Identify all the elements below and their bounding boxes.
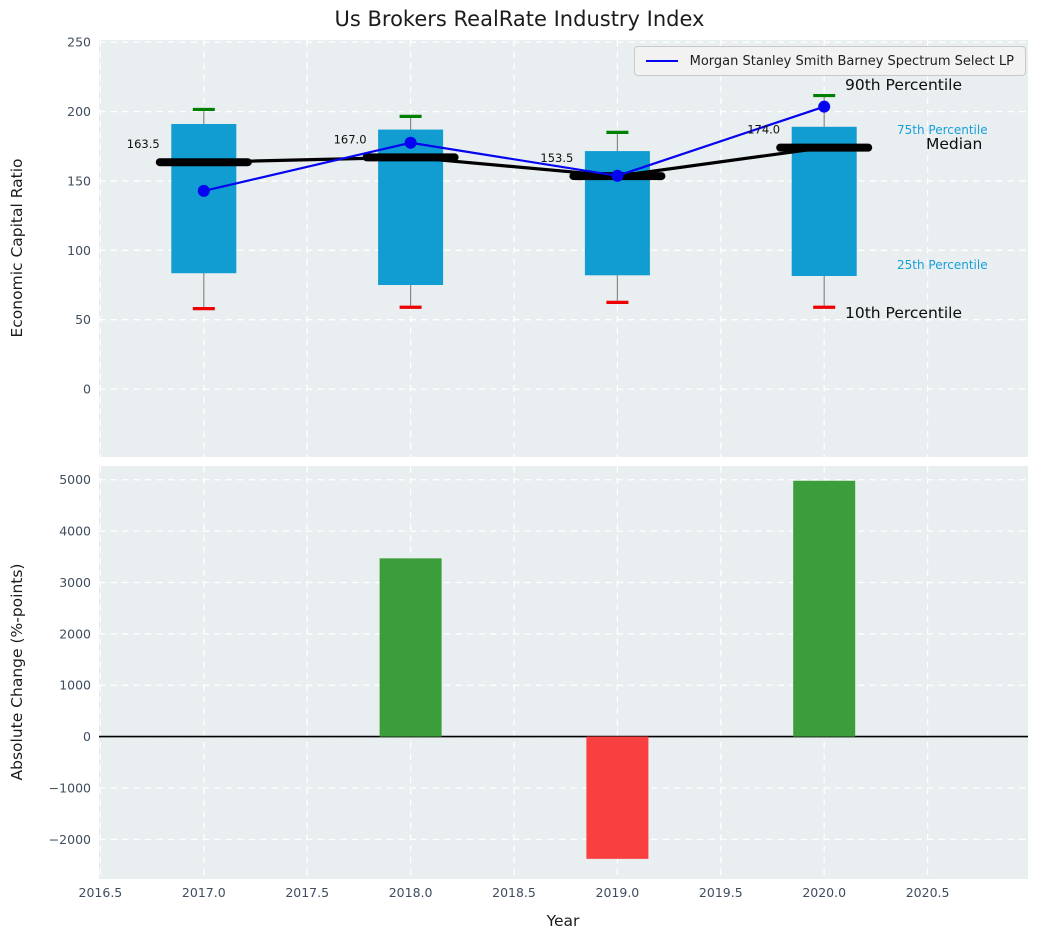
bottom-axes-background (99, 466, 1028, 879)
series-point-2017 (197, 184, 210, 197)
series-point-2020 (818, 100, 831, 113)
bottom-ytick-label: −2000 (49, 832, 91, 847)
xtick-label: 2019.0 (596, 885, 640, 900)
bottom-ytick-label: 4000 (59, 524, 91, 539)
annotation-75th-percentile: 75th Percentile (897, 123, 988, 137)
xtick-label: 2020.0 (802, 885, 846, 900)
series-line (203, 105, 825, 192)
xtick-label: 2018.0 (389, 885, 433, 900)
median-value-label-2017: 163.5 (127, 137, 160, 151)
bottom-ytick-label: 0 (83, 729, 91, 744)
bottom-ytick-label: 5000 (59, 472, 91, 487)
iqr-box-2018 (378, 129, 444, 286)
legend: Morgan Stanley Smith Barney Spectrum Sel… (633, 46, 1026, 76)
bottom-ytick-label: 3000 (59, 575, 91, 590)
top-ytick-label: 50 (75, 312, 91, 327)
xtick-label: 2018.5 (492, 885, 536, 900)
top-ytick-label: 150 (67, 173, 91, 188)
chart-title: Us Brokers RealRate Industry Index (334, 7, 705, 31)
bottom-y-axis-label: Absolute Change (%-points) (8, 563, 26, 781)
xtick-label: 2020.5 (906, 885, 950, 900)
median-value-label-2019: 153.5 (540, 151, 573, 165)
legend-label: Morgan Stanley Smith Barney Spectrum Sel… (689, 53, 1014, 69)
median-line (203, 146, 825, 178)
series-point-2019 (611, 169, 624, 182)
annotation-10th-percentile: 10th Percentile (845, 304, 963, 322)
xtick-label: 2017.5 (285, 885, 329, 900)
median-value-label-2018: 167.0 (334, 132, 367, 146)
annotation-25th-percentile: 25th Percentile (897, 258, 988, 272)
change-bar-2020 (793, 480, 856, 737)
top-ytick-label: 0 (83, 382, 91, 397)
x-axis-label: Year (546, 912, 580, 930)
bottom-ytick-label: −1000 (49, 780, 91, 795)
annotation-median: Median (926, 135, 983, 153)
change-bar-2019 (586, 736, 649, 859)
top-ytick-label: 250 (67, 35, 91, 50)
bottom-ytick-label: 2000 (59, 626, 91, 641)
xtick-label: 2017.0 (182, 885, 226, 900)
iqr-box-2017 (171, 124, 237, 274)
annotation-90th-percentile: 90th Percentile (845, 76, 963, 94)
xtick-label: 2016.5 (79, 885, 123, 900)
series-point-2018 (404, 136, 417, 149)
top-y-axis-label: Economic Capital Ratio (8, 158, 26, 338)
top-ytick-label: 200 (67, 104, 91, 119)
top-ytick-label: 100 (67, 243, 91, 258)
top-axes-background (99, 40, 1028, 457)
iqr-box-2019 (584, 151, 650, 276)
legend-line-icon (645, 60, 678, 62)
change-bar-2018 (379, 558, 442, 737)
xtick-label: 2019.5 (699, 885, 743, 900)
median-value-label-2020: 174.0 (747, 123, 780, 137)
bottom-ytick-label: 1000 (59, 678, 91, 693)
